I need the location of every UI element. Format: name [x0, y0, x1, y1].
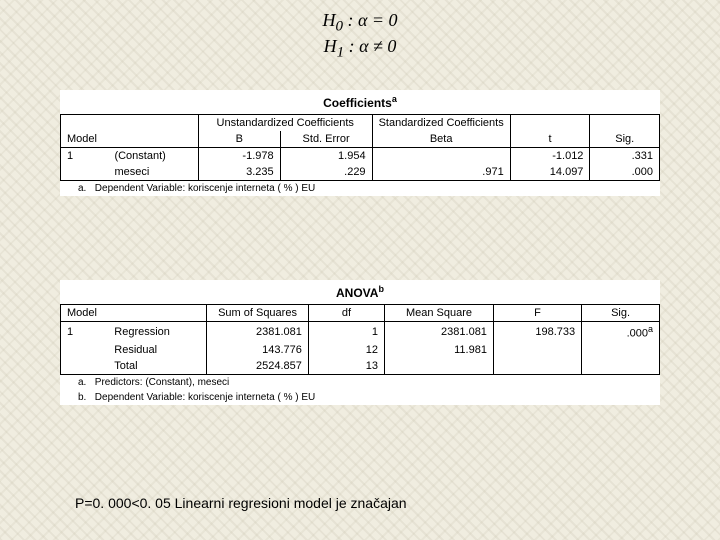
- cell-model: [61, 164, 109, 181]
- cell-F: [493, 342, 581, 358]
- coefficients-panel: Coefficientsa Unstandardized Coefficient…: [60, 90, 660, 196]
- hdr-t: t: [510, 131, 590, 148]
- anova-footnote-a: a. Predictors: (Constant), meseci: [60, 375, 660, 390]
- h1-sub: 1: [337, 44, 345, 60]
- hdr-ss: Sum of Squares: [207, 305, 309, 322]
- h0-sub: 0: [335, 19, 343, 35]
- cell-model: 1: [61, 322, 109, 342]
- hdr-stderr: Std. Error: [280, 131, 372, 148]
- anova-foot-a-text: Predictors: (Constant), meseci: [95, 377, 230, 388]
- cell-label: (Constant): [108, 148, 198, 165]
- hdr-sig: Sig.: [590, 131, 660, 148]
- anova-title-text: ANOVA: [336, 286, 378, 300]
- cell-F: [493, 358, 581, 375]
- h0-left: H: [322, 10, 335, 30]
- h1-left: H: [324, 36, 337, 56]
- h0: H0 : α = 0: [0, 10, 720, 36]
- anova-foot-a-label: a.: [78, 377, 92, 388]
- cell-df: 13: [308, 358, 384, 375]
- cell-t: 14.097: [510, 164, 590, 181]
- cell-stderr: 1.954: [280, 148, 372, 165]
- hdr-std: Standardized Coefficients: [372, 115, 510, 132]
- anova-foot-b-label: b.: [78, 392, 92, 403]
- cell-sig: .000: [590, 164, 660, 181]
- cell-ms: [384, 358, 493, 375]
- cell-df: 1: [308, 322, 384, 342]
- cell-label: meseci: [108, 164, 198, 181]
- anova-title-sup: b: [378, 284, 384, 294]
- hdr-unstd: Unstandardized Coefficients: [198, 115, 372, 132]
- hypotheses-block: H0 : α = 0 H1 : α ≠ 0: [0, 10, 720, 61]
- hdr-beta: Beta: [372, 131, 510, 148]
- table-row: 1 Regression 2381.081 1 2381.081 198.733…: [61, 322, 660, 342]
- coefficients-table: Unstandardized Coefficients Standardized…: [60, 114, 660, 181]
- cell-B: -1.978: [198, 148, 280, 165]
- h1-right: : α ≠ 0: [349, 36, 397, 56]
- cell-label: Total: [108, 358, 206, 375]
- cell-ss: 2524.857: [207, 358, 309, 375]
- hdr-model: Model: [61, 131, 109, 148]
- anova-foot-b-text: Dependent Variable: koriscenje interneta…: [95, 392, 315, 403]
- hdr-sig: Sig.: [582, 305, 660, 322]
- anova-footnote-b: b. Dependent Variable: koriscenje intern…: [60, 390, 660, 405]
- cell-stderr: .229: [280, 164, 372, 181]
- cell-ms: 11.981: [384, 342, 493, 358]
- cell-ss: 2381.081: [207, 322, 309, 342]
- cell-model: [61, 342, 109, 358]
- cell-beta: [372, 148, 510, 165]
- coef-foot-text: Dependent Variable: koriscenje interneta…: [95, 183, 315, 194]
- cell-t: -1.012: [510, 148, 590, 165]
- hdr-df: df: [308, 305, 384, 322]
- table-row: 1 (Constant) -1.978 1.954 -1.012 .331: [61, 148, 660, 165]
- h0-right: : α = 0: [347, 10, 397, 30]
- hdr-F: F: [493, 305, 581, 322]
- cell-sig: .331: [590, 148, 660, 165]
- cell-model: [61, 358, 109, 375]
- coef-footnote: a. Dependent Variable: koriscenje intern…: [60, 181, 660, 196]
- cell-label: Regression: [108, 322, 206, 342]
- cell-df: 12: [308, 342, 384, 358]
- cell-sig: [582, 342, 660, 358]
- hdr-ms: Mean Square: [384, 305, 493, 322]
- table-row: Residual 143.776 12 11.981: [61, 342, 660, 358]
- anova-panel: ANOVAb Model Sum of Squares df Mean Squa…: [60, 280, 660, 405]
- cell-sig: .000a: [582, 322, 660, 342]
- cell-label: Residual: [108, 342, 206, 358]
- table-row: Total 2524.857 13: [61, 358, 660, 375]
- conclusion-text: P=0. 000<0. 05 Linearni regresioni model…: [75, 495, 407, 511]
- cell-beta: .971: [372, 164, 510, 181]
- anova-title: ANOVAb: [60, 280, 660, 304]
- cell-ss: 143.776: [207, 342, 309, 358]
- cell-model: 1: [61, 148, 109, 165]
- hdr-model: Model: [61, 305, 109, 322]
- cell-ms: 2381.081: [384, 322, 493, 342]
- coef-title-text: Coefficients: [323, 96, 392, 110]
- cell-F: 198.733: [493, 322, 581, 342]
- cell-sig: [582, 358, 660, 375]
- anova-table: Model Sum of Squares df Mean Square F Si…: [60, 304, 660, 375]
- coef-title-sup: a: [392, 94, 397, 104]
- coef-foot-label: a.: [78, 183, 92, 194]
- h1: H1 : α ≠ 0: [0, 36, 720, 62]
- table-row: meseci 3.235 .229 .971 14.097 .000: [61, 164, 660, 181]
- coefficients-title: Coefficientsa: [60, 90, 660, 114]
- cell-B: 3.235: [198, 164, 280, 181]
- hdr-B: B: [198, 131, 280, 148]
